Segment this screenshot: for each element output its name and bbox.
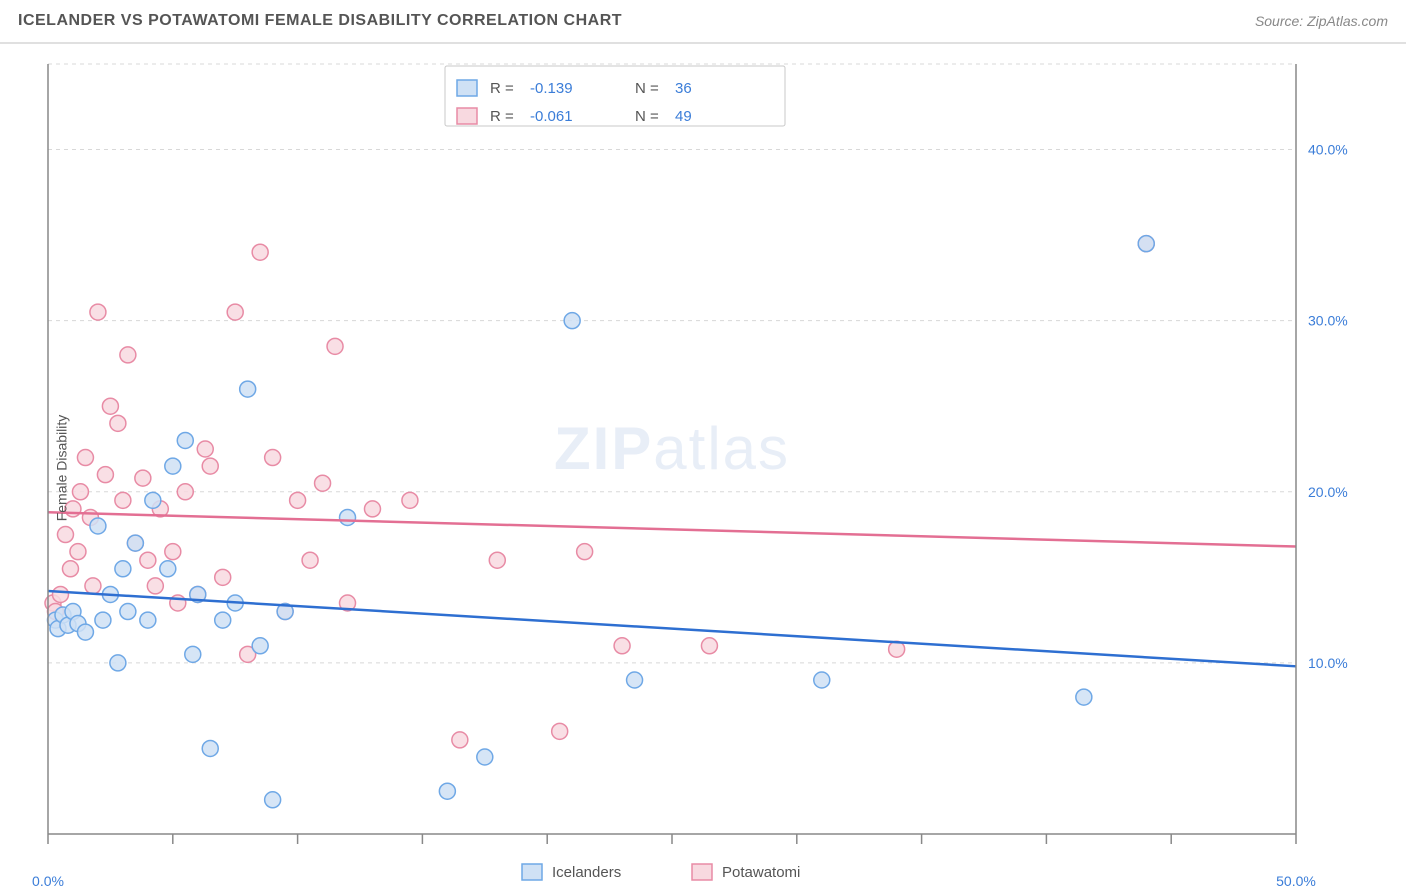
data-point [165,458,181,474]
data-point [302,552,318,568]
data-point [564,313,580,329]
y-axis-label: Female Disability [53,415,69,522]
data-point [202,458,218,474]
data-point [70,544,86,560]
y-tick-label: 10.0% [1308,655,1348,671]
data-point [252,638,268,654]
chart-header: ICELANDER VS POTAWATOMI FEMALE DISABILIT… [0,0,1406,44]
legend-swatch [692,864,712,880]
data-point [552,723,568,739]
data-point [115,561,131,577]
data-point [120,604,136,620]
data-point [215,569,231,585]
data-point [120,347,136,363]
data-point [227,304,243,320]
data-point [95,612,111,628]
data-point [1138,236,1154,252]
data-point [140,612,156,628]
data-point [215,612,231,628]
data-point [627,672,643,688]
trend-line [48,512,1296,546]
data-point [140,552,156,568]
stats-r-value: -0.061 [530,108,573,125]
data-point [489,552,505,568]
data-point [439,783,455,799]
data-point [115,492,131,508]
data-point [102,398,118,414]
data-point [97,467,113,483]
chart-plot-area: Female Disability ZIPatlas 0.0% 50.0% 10.0%… [0,44,1406,892]
data-point [77,624,93,640]
y-tick-label: 40.0% [1308,142,1348,158]
x-tick-label: 50.0% [1276,873,1316,889]
data-point [701,638,717,654]
data-point [90,518,106,534]
data-point [165,544,181,560]
x-tick-label: 0.0% [32,873,64,889]
data-point [197,441,213,457]
stats-n-label: N = [635,80,659,97]
legend-label: Potawatomi [722,864,800,881]
data-point [110,415,126,431]
data-point [145,492,161,508]
legend-swatch [522,864,542,880]
data-point [147,578,163,594]
data-point [340,509,356,525]
data-point [614,638,630,654]
data-point [127,535,143,551]
data-point [177,432,193,448]
data-point [477,749,493,765]
data-point [110,655,126,671]
data-point [85,578,101,594]
y-tick-label: 30.0% [1308,313,1348,329]
data-point [315,475,331,491]
stats-r-label: R = [490,80,514,97]
chart-svg: ZIPatlas 0.0% 50.0% 10.0% 20.0% 30.0% 40.0% R =… [0,44,1406,892]
trend-line [48,591,1296,666]
data-point [72,484,88,500]
watermark: ZIPatlas [554,415,790,482]
data-point [202,740,218,756]
data-point [265,792,281,808]
data-point [290,492,306,508]
data-point [577,544,593,560]
stats-n-label: N = [635,108,659,125]
data-point [240,381,256,397]
chart-title: ICELANDER VS POTAWATOMI FEMALE DISABILIT… [18,12,622,30]
data-point [1076,689,1092,705]
data-point [62,561,78,577]
stats-n-value: 36 [675,80,692,97]
y-tick-label: 20.0% [1308,484,1348,500]
chart-source: Source: ZipAtlas.com [1255,13,1388,29]
data-point [160,561,176,577]
data-point [252,244,268,260]
data-point [327,338,343,354]
data-point [135,470,151,486]
data-point [77,450,93,466]
legend-swatch [457,108,477,124]
stats-r-value: -0.139 [530,80,573,97]
data-point [177,484,193,500]
legend-swatch [457,80,477,96]
data-point [364,501,380,517]
data-point [814,672,830,688]
stats-r-label: R = [490,108,514,125]
data-point [90,304,106,320]
data-point [402,492,418,508]
data-point [52,586,68,602]
legend-label: Icelanders [552,864,621,881]
stats-n-value: 49 [675,108,692,125]
data-point [57,527,73,543]
data-point [265,450,281,466]
data-point [452,732,468,748]
data-point [185,646,201,662]
